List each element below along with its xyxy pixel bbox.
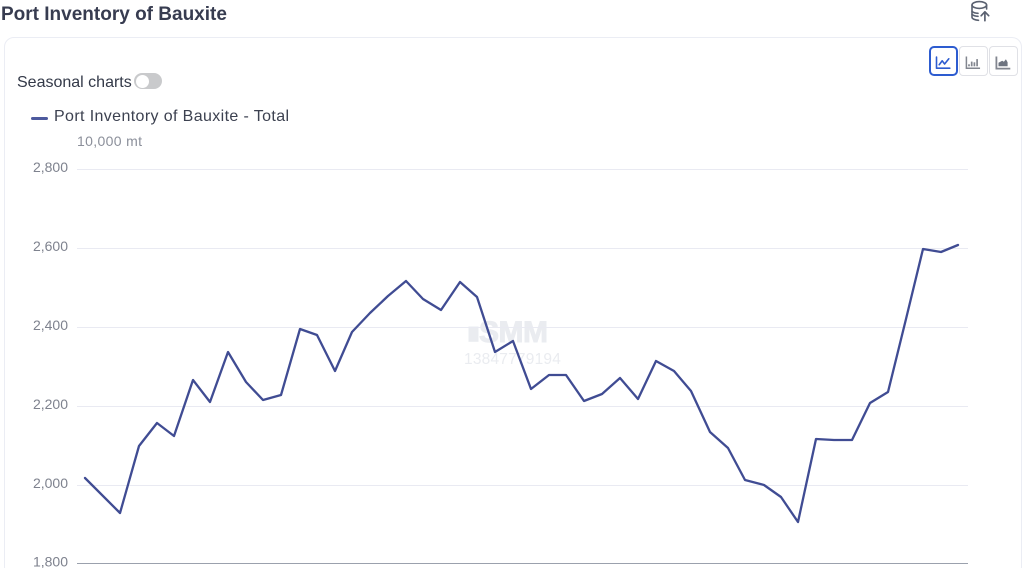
svg-text:2,800: 2,800 [33, 159, 68, 175]
svg-text:2,200: 2,200 [33, 396, 68, 412]
svg-text:2,600: 2,600 [33, 238, 68, 254]
svg-text:13847779194: 13847779194 [464, 351, 561, 368]
svg-text:2,000: 2,000 [33, 475, 68, 491]
svg-text:1,800: 1,800 [33, 554, 68, 568]
svg-text:2,400: 2,400 [33, 317, 68, 333]
